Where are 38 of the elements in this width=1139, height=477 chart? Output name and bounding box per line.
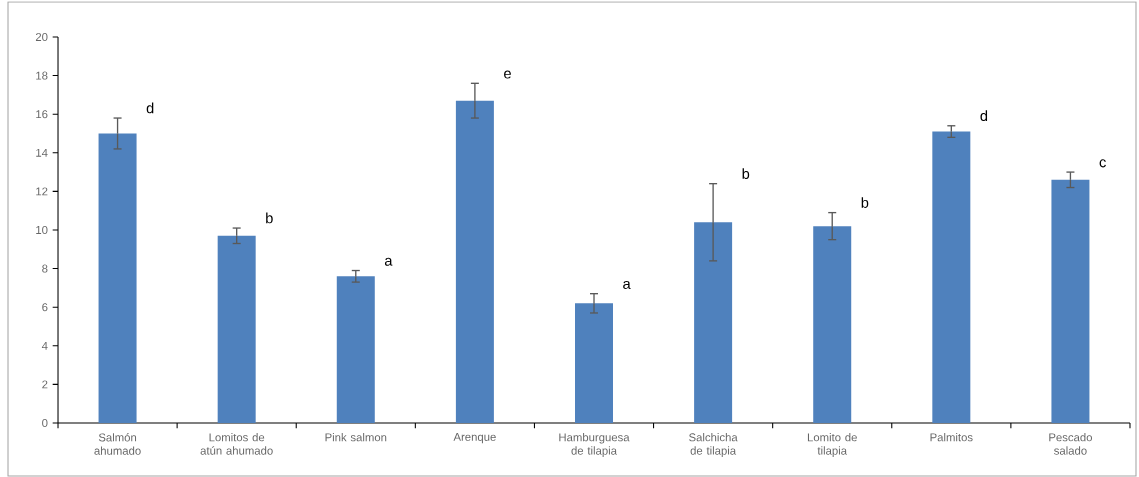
x-tick-label: Hamburguesa de tilapia xyxy=(559,433,630,457)
annotation: d xyxy=(980,110,988,122)
bar xyxy=(932,131,971,423)
annotation: c xyxy=(1099,159,1106,168)
bar xyxy=(336,276,375,423)
bar xyxy=(694,222,733,423)
y-tick-label: 12 xyxy=(36,187,48,196)
annotation: a xyxy=(623,280,631,289)
x-tick-label: Salchicha de tilapia xyxy=(689,433,738,457)
y-tick-label: 14 xyxy=(36,148,48,157)
x-tick-label: Lomito de tilapia xyxy=(807,433,857,457)
bar xyxy=(575,303,613,423)
y-tick-label: 4 xyxy=(41,341,48,350)
y-tick-label: 10 xyxy=(36,225,48,234)
annotation: b xyxy=(861,197,869,208)
x-tick-label: Lomitos de atún ahumado xyxy=(200,433,273,455)
bar xyxy=(217,235,256,423)
annotation: b xyxy=(742,168,750,179)
y-tick-label: 18 xyxy=(36,71,48,80)
x-tick-label: Pescado salado xyxy=(1049,433,1093,455)
bar xyxy=(98,133,137,423)
y-tick-label: 6 xyxy=(42,303,48,312)
y-tick-label: 8 xyxy=(42,264,48,273)
x-tick-label: Pink salmon xyxy=(325,433,387,442)
y-tick-label: 16 xyxy=(36,110,48,119)
annotation: d xyxy=(146,102,154,114)
x-tick-label: Arenque xyxy=(453,433,496,444)
bar xyxy=(455,100,494,423)
bar xyxy=(813,226,852,423)
annotation: e xyxy=(504,70,511,79)
annotation: b xyxy=(266,212,273,224)
y-tick-label: 2 xyxy=(42,380,48,389)
x-tick-label: Palmitos xyxy=(930,433,973,442)
x-tick-label: Salmón ahumado xyxy=(94,433,141,455)
y-tick-label: 20 xyxy=(35,32,48,41)
annotation: a xyxy=(384,257,393,266)
y-tick-label: 0 xyxy=(42,418,48,427)
bar xyxy=(1051,179,1090,423)
